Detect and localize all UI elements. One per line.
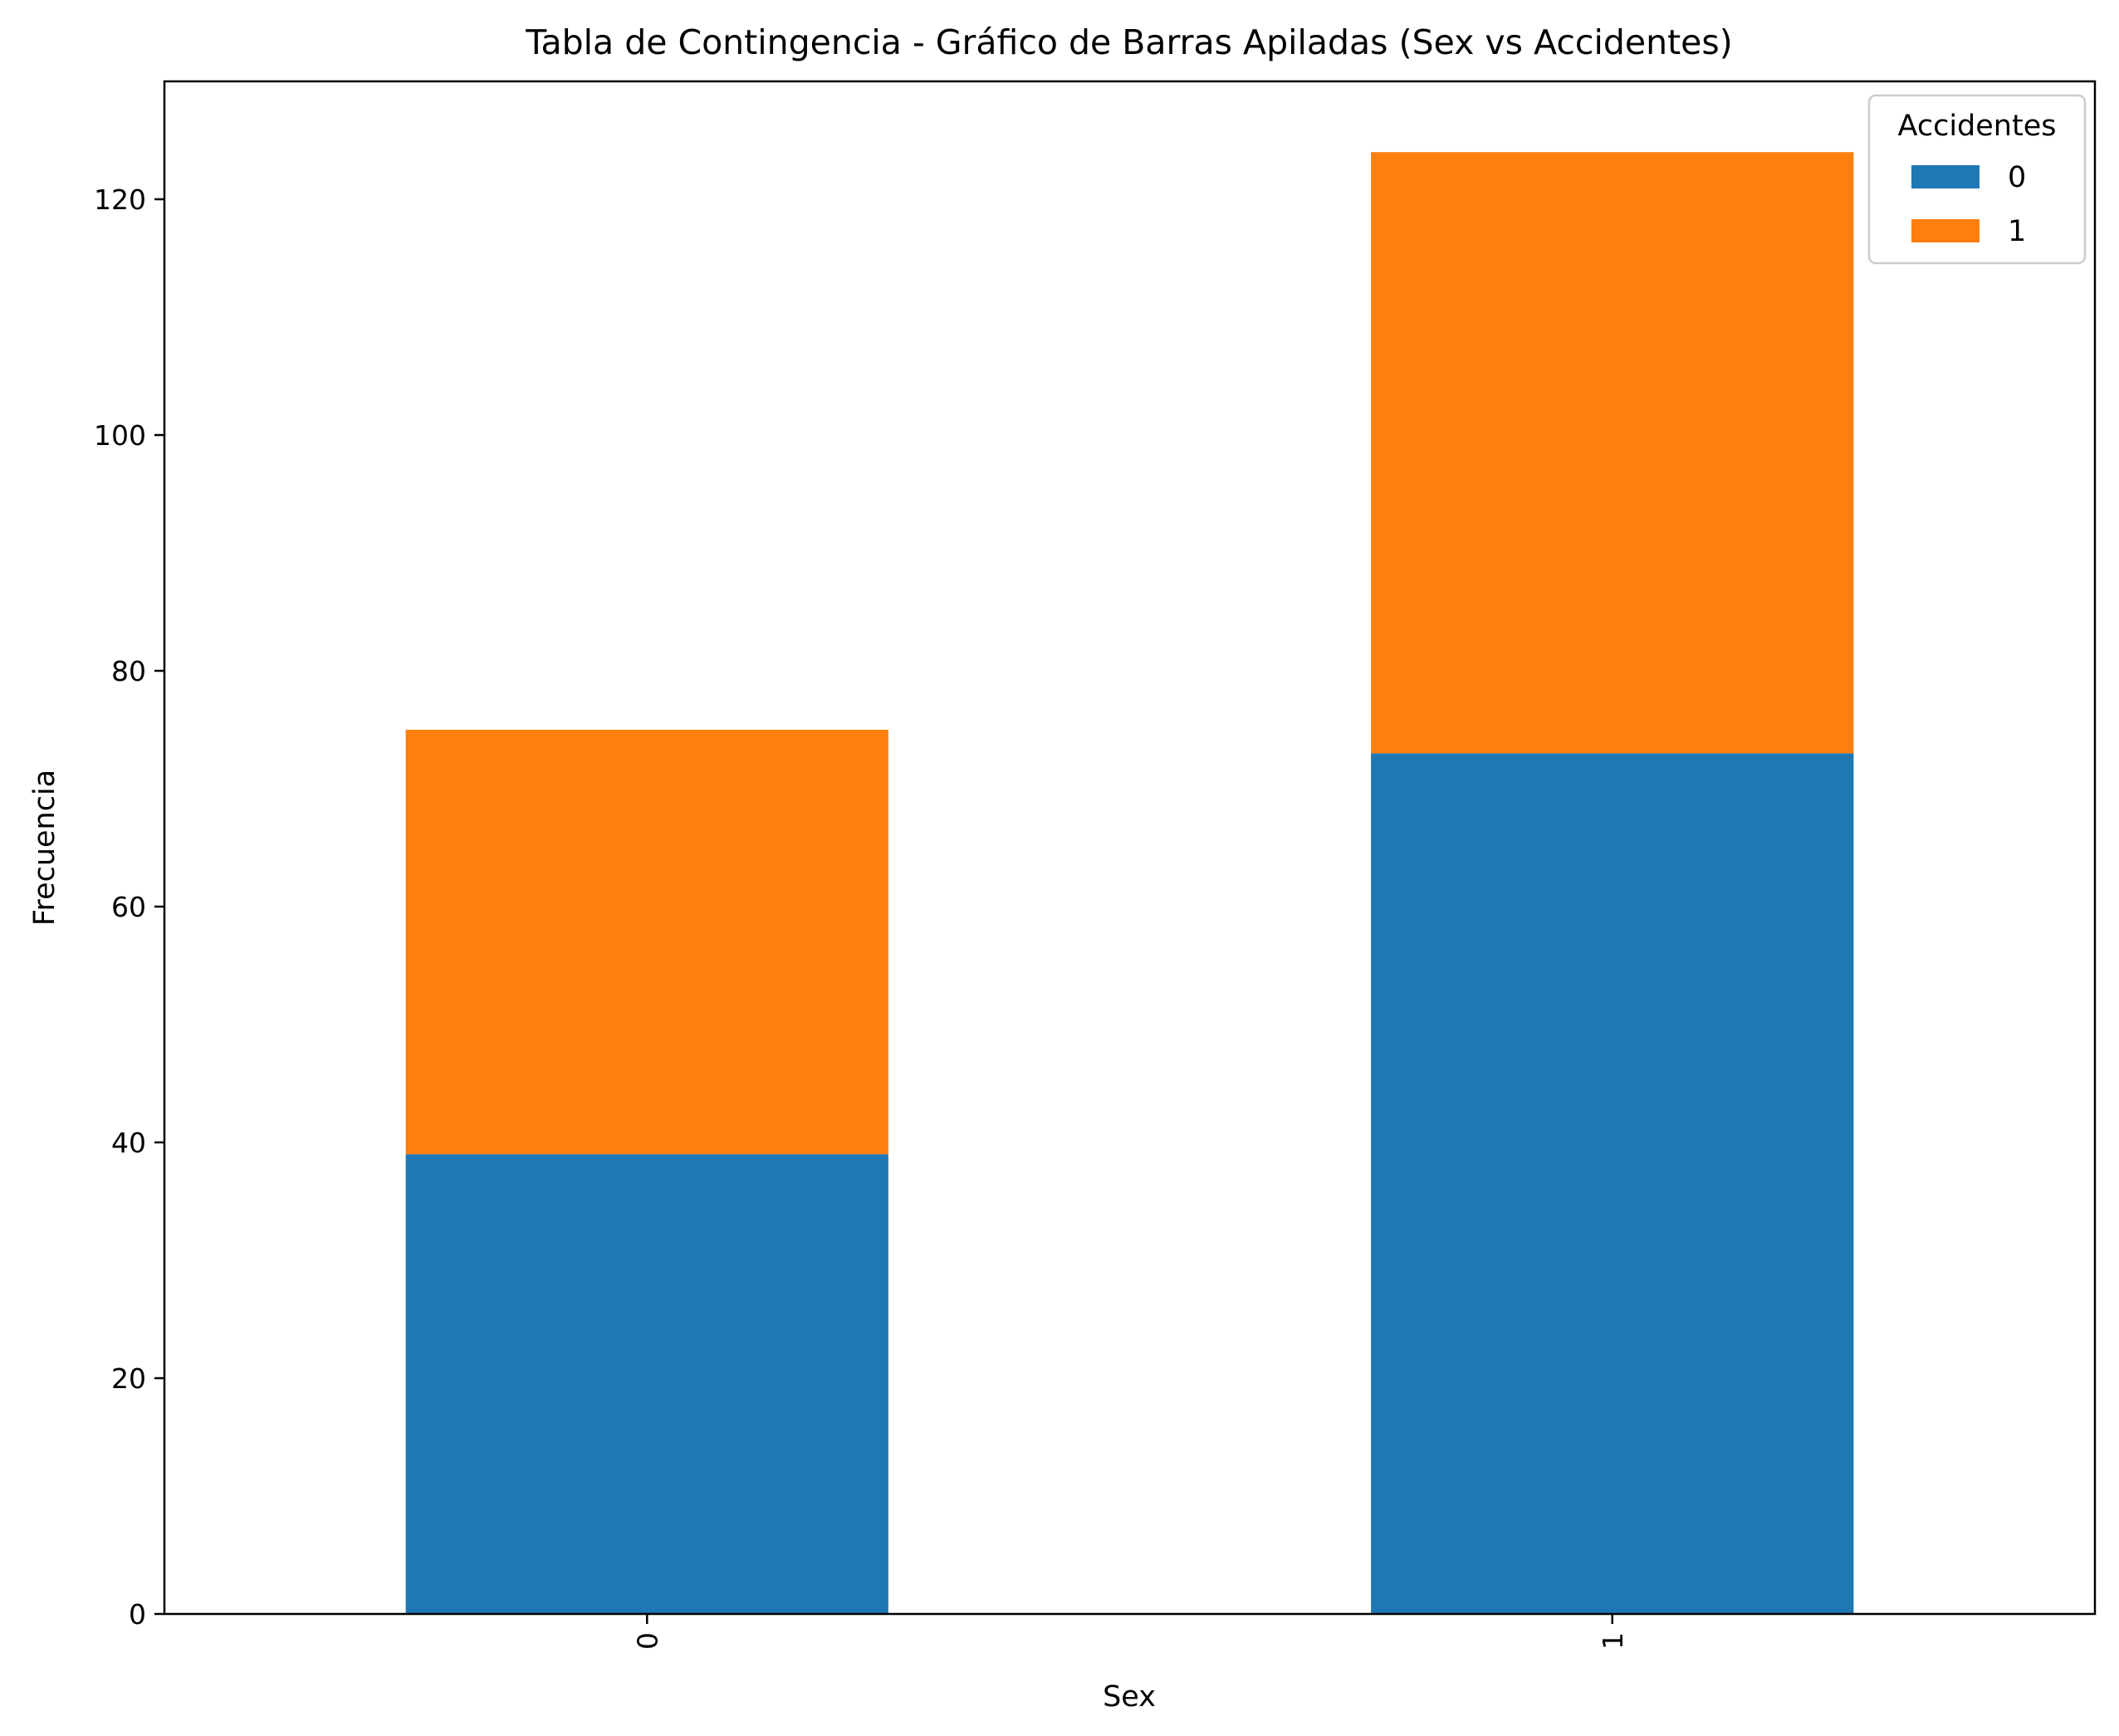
- bars-layer: [405, 152, 1854, 1614]
- y-axis: 0 20 40 60 80 100 120: [94, 183, 164, 1631]
- y-tick-label: 120: [94, 183, 146, 216]
- legend-title: Accidentes: [1898, 110, 2057, 143]
- y-tick-label: 60: [111, 891, 146, 923]
- legend-label-0: 0: [2008, 161, 2026, 194]
- bar-sex-1-accidentes-1: [1371, 152, 1854, 754]
- x-tick-label: 1: [1597, 1632, 1629, 1650]
- x-tick-label: 0: [631, 1632, 663, 1650]
- legend-swatch-0: [1911, 165, 1980, 188]
- y-tick-label: 100: [94, 419, 146, 452]
- legend-swatch-1: [1911, 219, 1980, 242]
- plot-area-frame: [163, 80, 2097, 1616]
- y-axis-label: Frecuencia: [28, 770, 61, 926]
- x-axis-label: Sex: [1103, 1680, 1156, 1714]
- chart-title: Tabla de Contingencia - Gráfico de Barra…: [525, 22, 1733, 62]
- y-tick-label: 80: [111, 655, 146, 687]
- y-tick-label: 0: [129, 1598, 146, 1631]
- legend: Accidentes 01: [1867, 94, 2087, 265]
- y-tick-label: 40: [111, 1127, 146, 1159]
- bar-sex-1-accidentes-0: [1371, 753, 1854, 1614]
- legend-label-1: 1: [2008, 215, 2026, 248]
- bar-sex-0-accidentes-0: [405, 1154, 888, 1614]
- bar-sex-0-accidentes-1: [405, 730, 888, 1155]
- y-tick-label: 20: [111, 1362, 146, 1395]
- legend-entries: 01: [1911, 161, 2026, 248]
